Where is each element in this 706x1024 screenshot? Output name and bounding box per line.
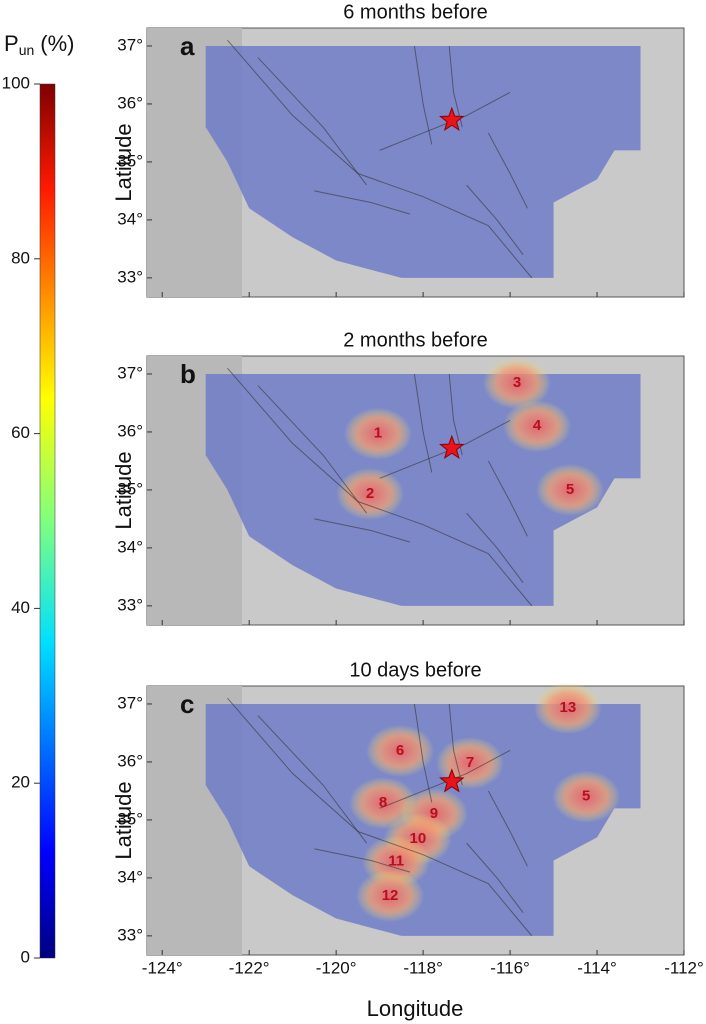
fault-line — [413, 373, 433, 473]
fault-line — [314, 518, 411, 543]
panel-letter: a — [180, 31, 195, 61]
region-label: 12 — [382, 887, 399, 904]
x-tick-label: -114° — [577, 958, 617, 977]
hotspot — [503, 400, 572, 453]
fault-line — [227, 39, 533, 279]
hotspot — [336, 467, 405, 520]
x-tick-label: -120° — [316, 958, 357, 977]
region-label: 4 — [533, 417, 542, 434]
panel-letter: c — [180, 689, 194, 719]
fault-line — [227, 367, 533, 607]
fault-line — [379, 749, 511, 809]
epicenter-star — [439, 768, 465, 793]
y-tick-label: 37° — [117, 693, 143, 712]
panel-title: 10 days before — [349, 659, 481, 681]
y-tick-label: 35° — [117, 809, 143, 828]
y-tick-label: 33° — [117, 595, 143, 614]
fault-line — [466, 512, 524, 583]
region-label: 6 — [396, 742, 404, 759]
hotspot — [343, 407, 412, 460]
fault-line — [257, 57, 367, 186]
y-tick-label: 33° — [117, 925, 143, 944]
region-label: 9 — [430, 805, 438, 822]
fault-line — [487, 790, 528, 867]
x-tick-label: -122° — [229, 958, 270, 977]
map-panel — [146, 27, 685, 298]
region-label: 5 — [566, 481, 574, 498]
hotspot — [552, 770, 621, 823]
epicenter-star — [439, 434, 465, 460]
region-label: 13 — [560, 699, 577, 716]
fault-line — [314, 190, 411, 215]
y-tick-label: 35° — [117, 479, 143, 498]
data-region — [205, 45, 641, 278]
y-tick-label: 33° — [117, 267, 143, 286]
fault-line — [227, 697, 533, 937]
hotspot — [483, 357, 552, 410]
y-tick-label: 35° — [117, 151, 143, 170]
colorbar-tick-label: 100 — [2, 73, 30, 92]
x-tick-label: -124° — [142, 958, 183, 977]
colorbar-title: Pun (%) — [4, 31, 74, 58]
colorbar-tick-label: 0 — [21, 947, 30, 966]
region-label: 7 — [466, 754, 474, 771]
fault-line — [487, 460, 528, 537]
x-tick-label: -112° — [664, 958, 704, 977]
fault-line — [448, 45, 463, 128]
y-tick-label: 37° — [117, 35, 143, 54]
map-panel: 1 2 3 4 5 — [146, 355, 685, 626]
x-tick-label: -118° — [403, 958, 443, 977]
map-panel: 13 6 7 5 8 910 11 12 — [146, 682, 685, 956]
y-tick-label: 37° — [117, 363, 143, 382]
region-label: 11 — [388, 853, 404, 870]
region-label: 1 — [374, 425, 382, 442]
hotspot — [533, 682, 602, 735]
x-axis-label: Longitude — [367, 996, 464, 1021]
fault-line — [413, 45, 433, 145]
fault-line — [448, 703, 463, 786]
fault-line — [257, 715, 367, 844]
hotspot — [356, 869, 425, 922]
region-label: 3 — [513, 374, 521, 391]
region-label: 10 — [410, 830, 427, 847]
y-axis-label: Latitude — [111, 781, 136, 859]
panel-title: 2 months before — [343, 329, 488, 351]
region-label: 5 — [582, 788, 590, 805]
colorbar — [39, 83, 56, 959]
fault-line — [379, 91, 511, 151]
hotspot — [536, 463, 605, 516]
fault-line — [466, 184, 524, 255]
y-tick-label: 36° — [117, 93, 143, 112]
fault-line — [314, 848, 411, 873]
fault-line — [448, 373, 463, 456]
region-label: 2 — [366, 485, 374, 502]
y-tick-label: 34° — [117, 867, 143, 886]
region-label: 8 — [379, 794, 387, 811]
fault-line — [466, 842, 524, 913]
fault-line — [413, 703, 433, 803]
y-axis-label: Latitude — [111, 451, 136, 529]
fault-line — [379, 419, 511, 479]
fault-line — [257, 385, 367, 514]
hotspot — [366, 724, 435, 777]
y-tick-label: 34° — [117, 209, 143, 228]
panel-title: 6 months before — [343, 1, 488, 23]
y-axis-label: Latitude — [111, 123, 136, 201]
fault-line — [487, 132, 528, 209]
y-tick-label: 36° — [117, 751, 143, 770]
y-tick-label: 34° — [117, 537, 143, 556]
colorbar-tick-label: 20 — [11, 773, 30, 792]
y-tick-label: 36° — [117, 421, 143, 440]
panel-letter: b — [180, 359, 196, 389]
colorbar-tick-label: 80 — [11, 248, 30, 267]
x-tick-label: -116° — [490, 958, 530, 977]
colorbar-tick-label: 40 — [11, 598, 30, 617]
colorbar-tick-label: 60 — [11, 423, 30, 442]
epicenter-star — [439, 106, 465, 132]
